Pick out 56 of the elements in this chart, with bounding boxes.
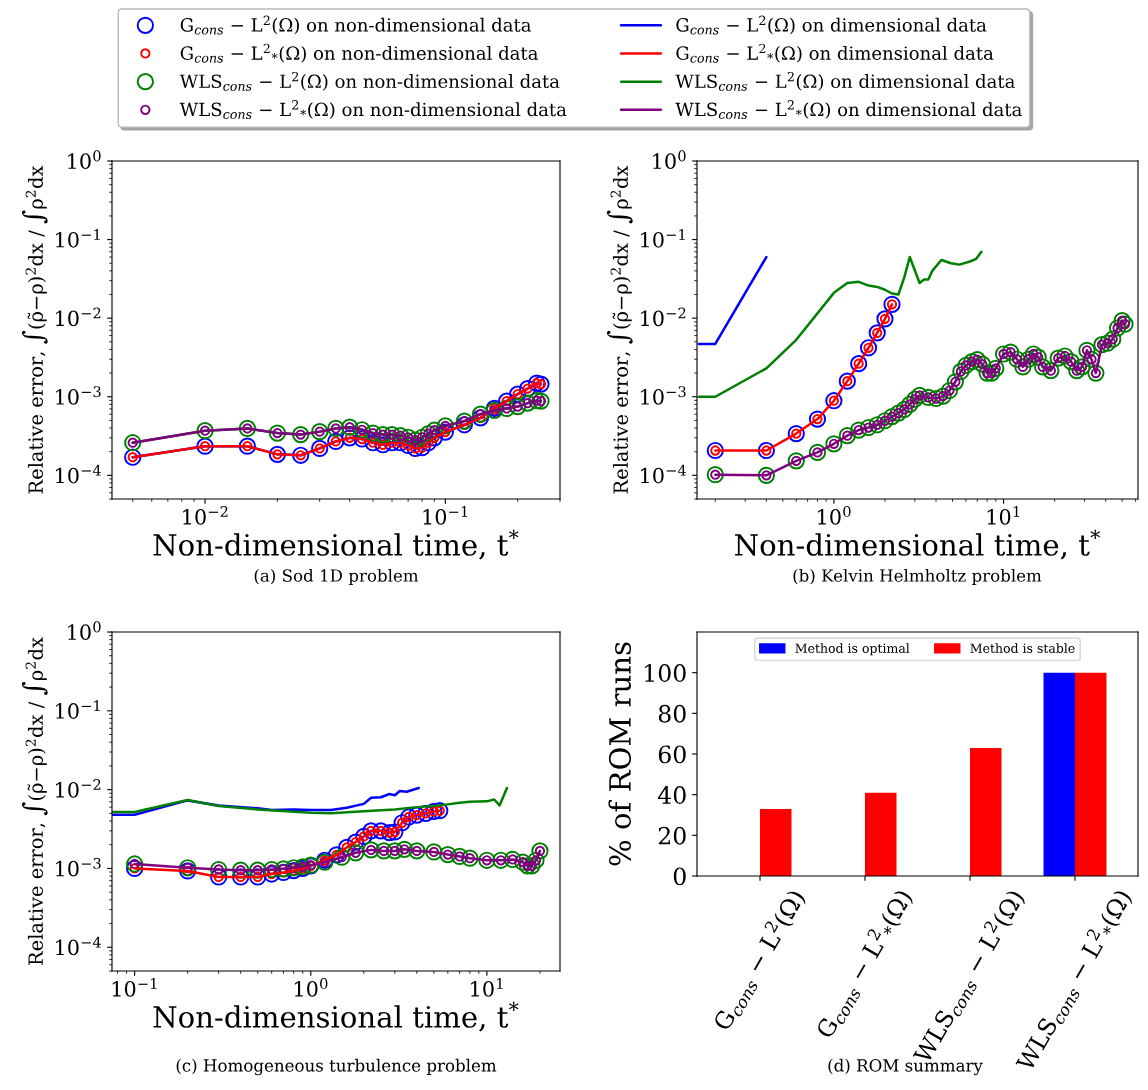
y-tick-label: 10$^{0}$ <box>68 621 101 641</box>
legend-label: G$_{cons}$ − L$^{2}$$_{*}$(Ω) on non-dimensional data <box>180 43 538 63</box>
y-tick-label: 10$^{−3}$ <box>641 386 686 405</box>
y-tick-label: 10$^{−4}$ <box>56 936 101 956</box>
legend-label: WLS$_{cons}$ − L$^{2}$$_{*}$(Ω) on non-dimensional data <box>179 100 567 119</box>
x-tick-label: 10$^{0}$ <box>818 506 851 525</box>
y-tick-label: 10$^{0}$ <box>68 150 101 170</box>
y-tick-label: 10$^{−4}$ <box>56 464 101 484</box>
x-axis-title: Non-dimensional time, t$^{*}$ <box>153 1001 519 1032</box>
bar <box>970 747 1002 876</box>
y-tick-label: 10$^{0}$ <box>653 150 686 170</box>
y-tick-label: 10$^{−2}$ <box>56 779 101 798</box>
x-axis-title: Non-dimensional time, t$^{*}$ <box>153 529 519 560</box>
bar <box>1075 672 1107 876</box>
legend-label: WLS$_{cons}$ − L$^{2}$(Ω) on non-dimensional data <box>179 71 560 91</box>
y-axis-title: Relative error, ∫(ρ̃−ρ)$^{2}$dx / ∫ρ$^{2}$dx <box>606 165 633 494</box>
text: (c) Homogeneous turbulence problem <box>176 1058 497 1076</box>
x-axis-title: Non-dimensional time, t$^{*}$ <box>735 529 1101 560</box>
legend-label: G$_{cons}$ − L$^{2}$(Ω) on dimensional data <box>676 15 987 35</box>
y-tick-label: 10$^{−1}$ <box>56 228 100 248</box>
y-axis-title: Relative error, ∫(ρ̃−ρ)$^{2}$dx / ∫ρ$^{2}$dx <box>21 637 48 965</box>
legend-label: WLS$_{cons}$ − L$^{2}$$_{*}$(Ω) on dimensional data <box>675 100 1022 119</box>
x-tick-label: 10$^{−1}$ <box>112 978 157 997</box>
legend-label: G$_{cons}$ − L$^{2}$$_{*}$(Ω) on dimensional data <box>676 43 994 63</box>
y-tick-label: 10$^{−2}$ <box>641 307 686 327</box>
y-tick-label: 10$^{−3}$ <box>56 857 101 877</box>
y-tick-label: 10$^{−2}$ <box>56 307 101 327</box>
y-tick-label: 0 <box>673 867 686 886</box>
y-tick-label: 80 <box>658 704 686 723</box>
y-tick-label: 100 <box>645 664 686 682</box>
x-tick-label: G$_{cons}$ − L$^{2}$(Ω) <box>709 887 809 1034</box>
y-axis-title: Relative error, ∫(ρ̃−ρ)$^{2}$dx / ∫ρ$^{2}$dx <box>21 165 48 494</box>
x-tick-label: 10$^{0}$ <box>294 978 328 997</box>
text: (a) Sod 1D problem <box>254 568 419 586</box>
x-tick-label: 10$^{−1}$ <box>423 506 468 525</box>
y-tick-label: 40 <box>657 786 686 804</box>
text: (d) ROM summary <box>828 1058 983 1076</box>
y-tick-label: 20 <box>658 826 686 845</box>
y-tick-label: 10$^{−1}$ <box>641 228 685 248</box>
bar <box>1043 672 1075 876</box>
bar <box>865 792 897 876</box>
x-tick-label: 10$^{1}$ <box>471 978 503 997</box>
legend-label: Method is optimal <box>795 643 910 656</box>
legend-label: G$_{cons}$ − L$^{2}$(Ω) on non-dimensional data <box>180 15 531 35</box>
y-tick-label: 60 <box>658 745 686 764</box>
x-tick-label: 10$^{1}$ <box>987 506 1020 525</box>
y-tick-label: 10$^{−4}$ <box>641 464 686 484</box>
y-axis-title: % of ROM runs <box>608 642 631 866</box>
x-tick-label: 10$^{−2}$ <box>183 506 228 525</box>
bar <box>760 808 792 876</box>
y-tick-label: 10$^{−1}$ <box>56 700 100 719</box>
y-tick-label: 10$^{−3}$ <box>56 386 101 405</box>
x-tick-label: G$_{cons}$ − L$^{2}$$_{*}$(Ω) <box>815 888 916 1040</box>
legend-label: WLS$_{cons}$ − L$^{2}$(Ω) on dimensional data <box>675 71 1015 91</box>
text: (b) Kelvin Helmholtz problem <box>793 568 1042 586</box>
legend-label: Method is stable <box>970 643 1075 653</box>
